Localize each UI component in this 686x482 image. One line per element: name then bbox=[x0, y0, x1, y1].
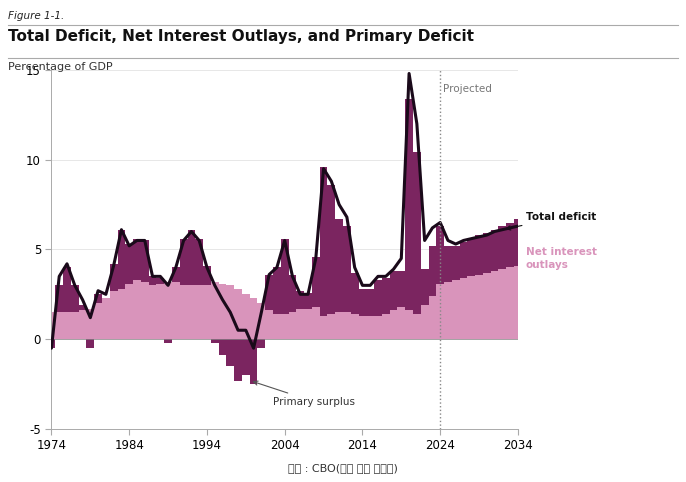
Text: Total deficit: Total deficit bbox=[506, 212, 596, 230]
Text: Projected: Projected bbox=[442, 84, 491, 94]
Text: Total Deficit, Net Interest Outlays, and Primary Deficit: Total Deficit, Net Interest Outlays, and… bbox=[8, 29, 474, 44]
Text: Primary
deficit: Primary deficit bbox=[525, 292, 572, 314]
Text: Percentage of GDP: Percentage of GDP bbox=[8, 62, 113, 72]
Text: Figure 1-1.: Figure 1-1. bbox=[8, 11, 64, 21]
Text: 출처 : CBO(미국 의회 예산처): 출처 : CBO(미국 의회 예산처) bbox=[288, 463, 398, 473]
Text: Net interest
outlays: Net interest outlays bbox=[525, 247, 597, 269]
Text: Primary surplus: Primary surplus bbox=[254, 381, 355, 407]
